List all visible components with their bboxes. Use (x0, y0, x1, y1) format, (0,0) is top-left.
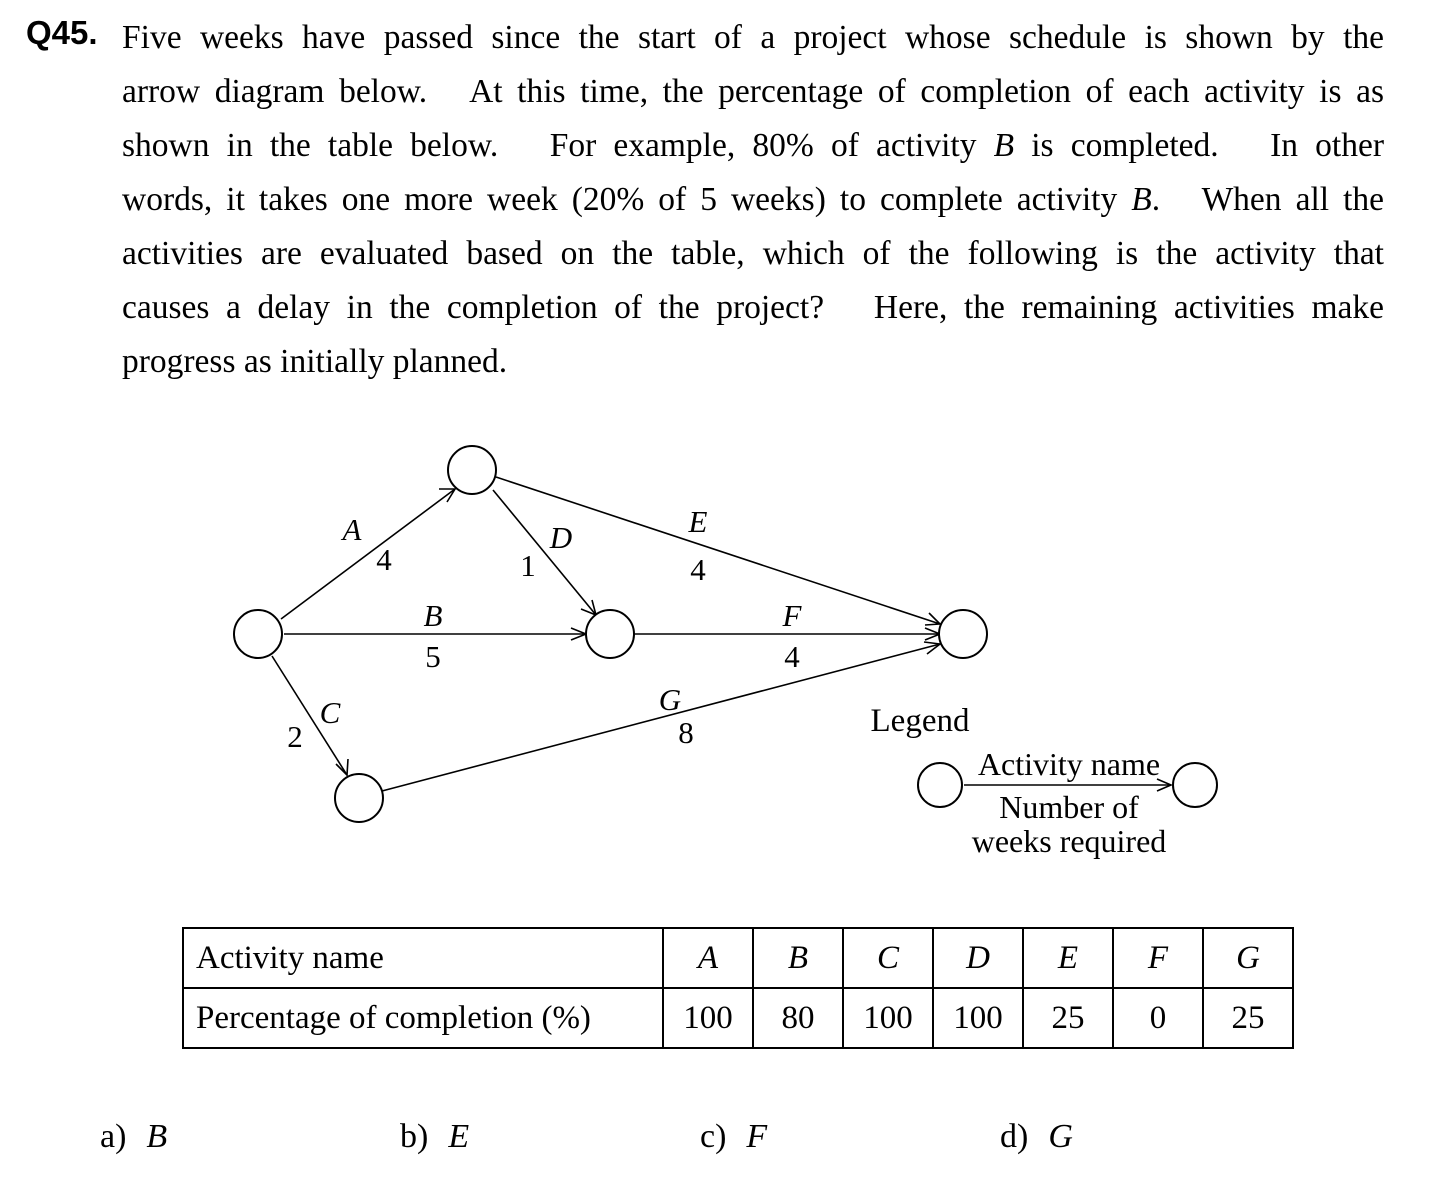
question-line-3: shown in the table below. For example, 8… (122, 127, 1384, 164)
edge-a (280, 488, 456, 620)
edge-c (271, 655, 348, 776)
table-cell: 25 (1202, 987, 1294, 1049)
node-bottom (334, 773, 384, 823)
table-header-cell: E (1022, 927, 1114, 989)
legend-activity-name: Activity name (978, 746, 1160, 782)
table-cell: 100 (662, 987, 754, 1049)
table-cell: 0 (1112, 987, 1204, 1049)
activity-c-name: C (320, 695, 341, 730)
choice-value: E (448, 1118, 470, 1155)
table-row-label: Activity name (182, 927, 664, 989)
question-line-1: Five weeks have passed since the start o… (122, 19, 1384, 56)
table-cell: 25 (1022, 987, 1114, 1049)
question-line-6: causes a delay in the completion of the … (122, 289, 1384, 326)
activity-d-name: D (549, 520, 572, 555)
arrowhead-c (335, 758, 349, 777)
edge-g (381, 643, 941, 792)
table-header-cell: G (1202, 927, 1294, 989)
activity-f-weeks: 4 (784, 639, 800, 674)
question-line-7: progress as initially planned. (122, 343, 508, 380)
legend-title: Legend (871, 703, 970, 739)
table-cell: 80 (752, 987, 844, 1049)
arrow-diagram: A 4 B 5 C 2 D 1 E 4 F 4 G 8 Legend Activ… (233, 445, 1218, 859)
edge-e (495, 476, 941, 625)
node-middle (585, 609, 635, 659)
choice-b[interactable]: b) E (400, 1118, 469, 1156)
table-cell: 100 (932, 987, 1024, 1049)
legend-node-start (917, 762, 963, 808)
activity-f-name: F (782, 598, 803, 633)
question-line-5: activities are evaluated based on the ta… (122, 235, 1384, 272)
legend-weeks-line1: Number of (999, 789, 1139, 825)
choice-value: B (146, 1118, 168, 1155)
choice-label: a) (100, 1118, 127, 1155)
node-end (938, 609, 988, 659)
legend-node-end (1172, 762, 1218, 808)
table-row-activity: Activity name A B C D E F G (182, 927, 1294, 989)
arrowhead-a (439, 488, 457, 503)
choice-label: b) (400, 1118, 429, 1155)
table-header-cell: F (1112, 927, 1204, 989)
choice-value: F (746, 1118, 768, 1155)
table-header-cell: B (752, 927, 844, 989)
node-top (447, 445, 497, 495)
arrowhead-e (924, 612, 942, 626)
activity-e-weeks: 4 (690, 552, 706, 587)
activity-a-name: A (341, 512, 363, 547)
table-cell: 100 (842, 987, 934, 1049)
choice-label: d) (1000, 1118, 1029, 1155)
question-line-4: words, it takes one more week (20% of 5 … (122, 181, 1385, 218)
table-header-cell: A (662, 927, 754, 989)
question-text: Five weeks have passed since the start o… (122, 11, 1384, 389)
table-header-cell: D (932, 927, 1024, 989)
table-row-label: Percentage of completion (%) (182, 987, 664, 1049)
edge-d (492, 489, 597, 616)
activity-g-weeks: 8 (678, 715, 694, 750)
table-row-percentage: Percentage of completion (%) 100 80 100 … (182, 987, 1294, 1049)
node-start (233, 609, 283, 659)
legend-arrowhead (1156, 778, 1174, 792)
table-header-cell: C (842, 927, 934, 989)
activity-e-name: E (688, 504, 708, 539)
activity-b-name: B (424, 598, 443, 633)
choice-d[interactable]: d) G (1000, 1118, 1073, 1156)
activity-c-weeks: 2 (287, 719, 303, 754)
choice-a[interactable]: a) B (100, 1118, 167, 1156)
question-line-2: arrow diagram below. At this time, the p… (122, 73, 1384, 110)
choice-c[interactable]: c) F (700, 1118, 767, 1156)
activity-a-weeks: 4 (376, 542, 392, 577)
activity-b-weeks: 5 (425, 639, 441, 674)
question-number: Q45. (26, 14, 98, 51)
completion-table: Activity name A B C D E F G Percentage o… (182, 927, 1294, 1049)
choice-value: G (1048, 1118, 1073, 1155)
activity-g-name: G (659, 682, 681, 717)
choice-label: c) (700, 1118, 727, 1155)
activity-d-weeks: 1 (520, 548, 536, 583)
arrowhead-g (923, 641, 943, 655)
legend-weeks-line2: weeks required (972, 823, 1167, 859)
